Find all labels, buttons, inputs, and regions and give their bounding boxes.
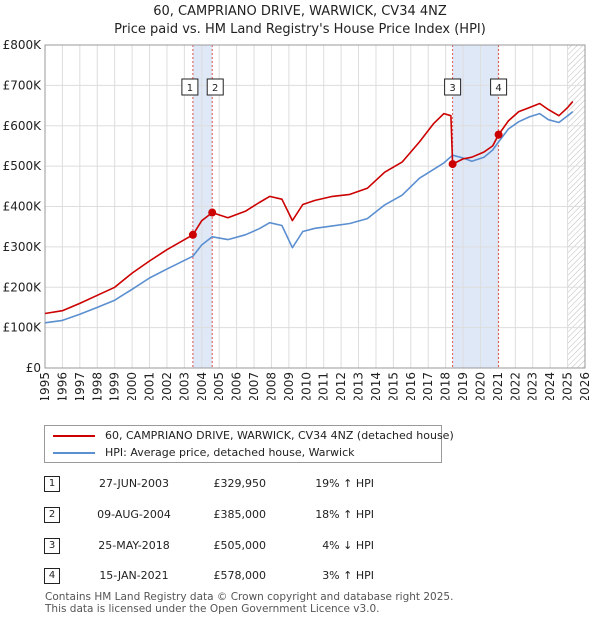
x-tick-label: 2026 [578,372,592,400]
y-tick-label: £500K [3,159,43,173]
y-tick-label: £700K [3,78,43,92]
x-tick-label: 2022 [508,372,522,400]
sale-date: 15-JAN-2021 [99,569,169,582]
x-tick-label: 2014 [369,372,383,400]
sale-point [448,160,457,169]
footer-licence: This data is licensed under the Open Gov… [45,603,380,615]
y-tick-label: £400K [3,200,43,214]
price-chart: £0 £100K £200K £300K £400K £500K £600K £700K £80… [3,38,592,400]
sale-date: 09-AUG-2004 [97,508,171,521]
x-tick-label: 2025 [561,372,575,400]
x-tick-label: 2018 [439,372,453,400]
x-tick-label: 2001 [143,372,157,400]
x-tick-label: 2015 [386,372,400,400]
x-tick-label: 2020 [473,372,487,400]
x-tick-label: 2002 [160,372,174,400]
y-tick-label: £600K [3,119,43,133]
x-tick-label: 2004 [195,372,209,400]
sale-date: 25-MAY-2018 [98,539,170,552]
legend: 60, CAMPRIANO DRIVE, WARWICK, CV34 4NZ (… [44,425,454,463]
sale-hpi-diff: 18% ↑ HPI [315,508,374,521]
sale-label-number: 1 [187,83,193,94]
sale-price: £505,000 [213,539,267,552]
x-tick-label: 2007 [247,372,261,400]
x-tick-label: 2003 [177,372,191,400]
y-tick-label: £100K [3,321,43,335]
x-tick-label: 2008 [264,372,278,400]
x-tick-label: 1995 [38,372,52,400]
sale-point [208,208,217,217]
sale-hpi-diff: 4% ↓ HPI [322,539,374,552]
x-tick-label: 2017 [421,372,435,400]
legend-label-property: 60, CAMPRIANO DRIVE, WARWICK, CV34 4NZ (… [105,429,454,442]
sale-point [188,230,197,239]
property-price-line [44,100,574,315]
x-tick-label: 2011 [317,372,331,400]
y-tick-label: £300K [3,240,43,254]
x-tick-label: 2021 [491,372,505,400]
sale-label-number: 4 [495,83,501,94]
x-tick-label: 1998 [90,372,104,400]
x-tick-label: 2006 [230,372,244,400]
plot-frame [44,44,586,369]
sale-number-badge: 2 [44,507,60,523]
y-tick-label: £800K [3,38,43,52]
x-tick-label: 2010 [299,372,313,400]
sale-date: 27-JUN-2003 [98,477,170,490]
y-tick-label: £0 [26,361,41,375]
sale-label-box [181,78,199,96]
sale-price: £385,000 [213,508,267,521]
legend-swatch-hpi [53,452,95,454]
x-tick-label: 2016 [404,372,418,400]
x-tick-label: 1996 [55,372,69,400]
x-tick-label: 2013 [352,372,366,400]
sale-number-badge: 1 [44,476,60,492]
sale-label-number: 2 [212,83,218,94]
chart-subtitle: Price paid vs. HM Land Registry's House … [114,22,486,37]
x-tick-label: 2005 [212,372,226,400]
chart-title: 60, CAMPRIANO DRIVE, WARWICK, CV34 4NZ [153,4,447,19]
sale-price: £578,000 [213,569,267,582]
sale-label-box [490,78,508,96]
sale-label-box [206,78,224,96]
sale-label-number: 3 [449,83,455,94]
x-tick-label: 2024 [543,372,557,400]
y-tick-label: £200K [3,280,43,294]
sale-label-box [444,78,462,96]
sale-hpi-diff: 19% ↑ HPI [315,477,374,490]
x-tick-label: 2012 [334,372,348,400]
x-tick-label: 2009 [282,372,296,400]
x-tick-label: 1997 [73,372,87,400]
x-tick-label: 2023 [526,372,540,400]
legend-swatch-property [53,435,95,437]
sale-number-badge: 4 [44,568,60,584]
sale-hpi-diff: 3% ↑ HPI [322,569,374,582]
sale-point [494,130,503,139]
sale-price: £329,950 [213,477,267,490]
footer-copyright: Contains HM Land Registry data © Crown c… [45,591,454,603]
sale-number-badge: 3 [44,538,60,554]
hpi-line [44,110,574,324]
x-tick-label: 2019 [456,372,470,400]
x-tick-label: 1999 [108,372,122,400]
x-tick-label: 2000 [125,372,139,400]
legend-label-hpi: HPI: Average price, detached house, Warw… [105,446,355,459]
